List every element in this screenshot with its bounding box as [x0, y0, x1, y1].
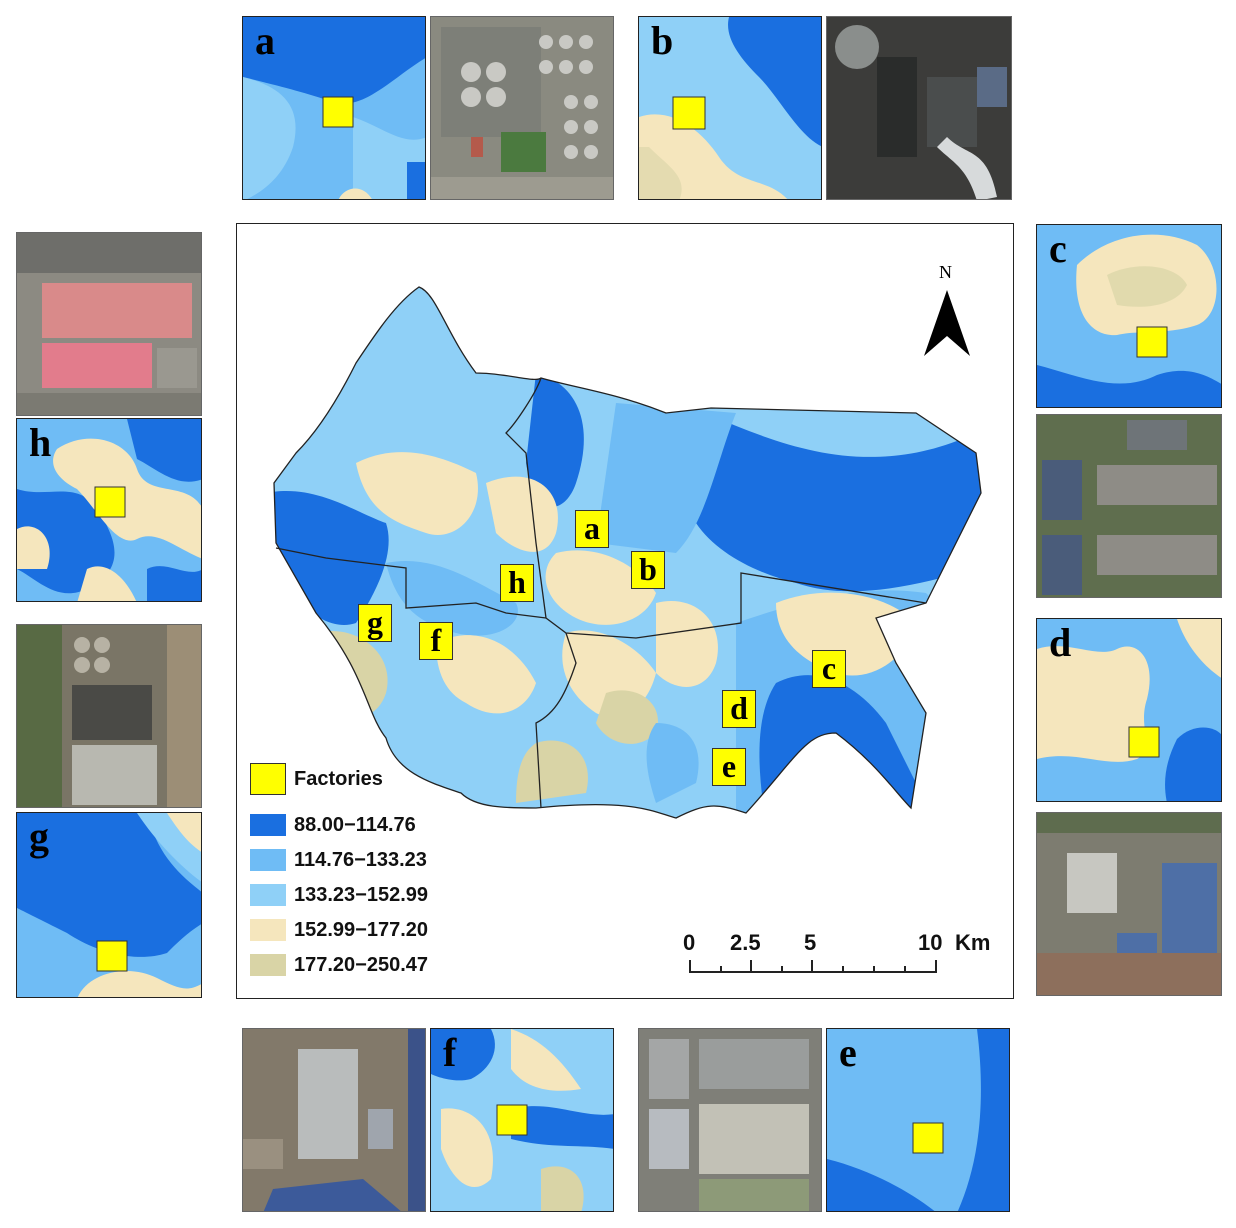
satellite-photo-b: [826, 16, 1012, 200]
legend-swatch-3: [250, 884, 286, 906]
legend-swatch-5: [250, 954, 286, 976]
map-factory-label-g: g: [358, 604, 392, 642]
legend-class-1-label: 88.00−114.76: [294, 813, 416, 836]
satellite-image-b: [827, 17, 1011, 199]
satellite-image-h: [17, 233, 201, 415]
inset-b-raster: [639, 17, 821, 199]
inset-f-letter: f: [443, 1030, 457, 1075]
legend-class-4: 152.99−177.20: [250, 915, 428, 945]
satellite-photo-d: [1036, 812, 1222, 996]
inset-c-raster: [1037, 225, 1221, 407]
legend-swatch-1: [250, 814, 286, 836]
satellite-image-a: [431, 17, 613, 199]
inset-a-raster: [243, 17, 425, 199]
inset-d-raster: [1037, 619, 1221, 801]
map-factory-label-f: f: [419, 622, 453, 660]
scale-tick-0: 0: [683, 930, 696, 955]
map-factory-label-a: a: [575, 510, 609, 548]
satellite-photo-e: [638, 1028, 822, 1212]
legend-class-2: 114.76−133.23: [250, 845, 427, 875]
satellite-image-g: [17, 625, 201, 807]
satellite-photo-f: [242, 1028, 426, 1212]
map-factory-label-d: d: [722, 690, 756, 728]
legend-swatch-4: [250, 919, 286, 941]
legend-class-2-label: 114.76−133.23: [294, 848, 427, 871]
inset-c-letter: c: [1049, 226, 1067, 271]
inset-h-letter: h: [29, 420, 52, 465]
legend-factories: Factories: [250, 763, 383, 795]
scale-tick-5: 5: [804, 930, 817, 955]
legend-swatch-2: [250, 849, 286, 871]
legend-class-1: 88.00−114.76: [250, 810, 416, 840]
north-label: N: [939, 262, 952, 282]
satellite-photo-h: [16, 232, 202, 416]
factory-swatch-icon: [250, 763, 286, 795]
north-arrow-icon: [924, 290, 970, 356]
scale-tick-2-5: 2.5: [730, 930, 761, 955]
legend-factories-label: Factories: [294, 767, 383, 790]
inset-d-letter: d: [1049, 620, 1072, 665]
inset-b-letter: b: [651, 18, 674, 63]
legend-class-4-label: 152.99−177.20: [294, 918, 429, 941]
legend-class-3-label: 133.23−152.99: [294, 883, 429, 906]
scale-bar: [689, 960, 937, 973]
inset-e-letter: e: [839, 1030, 857, 1075]
satellite-photo-a: [430, 16, 614, 200]
inset-h-map: h: [16, 418, 202, 602]
inset-d-map: d: [1036, 618, 1222, 802]
satellite-image-c: [1037, 415, 1221, 597]
satellite-image-d: [1037, 813, 1221, 995]
satellite-photo-g: [16, 624, 202, 808]
inset-c-map: c: [1036, 224, 1222, 408]
inset-f-raster: [431, 1029, 613, 1211]
inset-h-raster: [17, 419, 201, 601]
inset-e-map: e: [826, 1028, 1010, 1212]
legend-class-3: 133.23−152.99: [250, 880, 428, 910]
inset-f-map: f: [430, 1028, 614, 1212]
satellite-image-f: [243, 1029, 425, 1211]
legend-class-5: 177.20−250.47: [250, 950, 428, 980]
map-factory-label-b: b: [631, 551, 665, 589]
satellite-image-e: [639, 1029, 821, 1211]
inset-a-map: a: [242, 16, 426, 200]
inset-g-map: g: [16, 812, 202, 998]
scale-unit: Km: [955, 930, 991, 955]
map-factory-label-h: h: [500, 564, 534, 602]
inset-b-map: b: [638, 16, 822, 200]
legend-class-5-label: 177.20−250.47: [294, 953, 429, 976]
scale-tick-10: 10: [918, 930, 943, 955]
inset-a-letter: a: [255, 18, 275, 63]
map-factory-label-e: e: [712, 748, 746, 786]
map-factory-label-c: c: [812, 650, 846, 688]
main-map-svg: [273, 286, 982, 819]
inset-g-raster: [17, 813, 201, 997]
inset-e-raster: [827, 1029, 1009, 1211]
satellite-photo-c: [1036, 414, 1222, 598]
inset-g-letter: g: [29, 814, 49, 859]
